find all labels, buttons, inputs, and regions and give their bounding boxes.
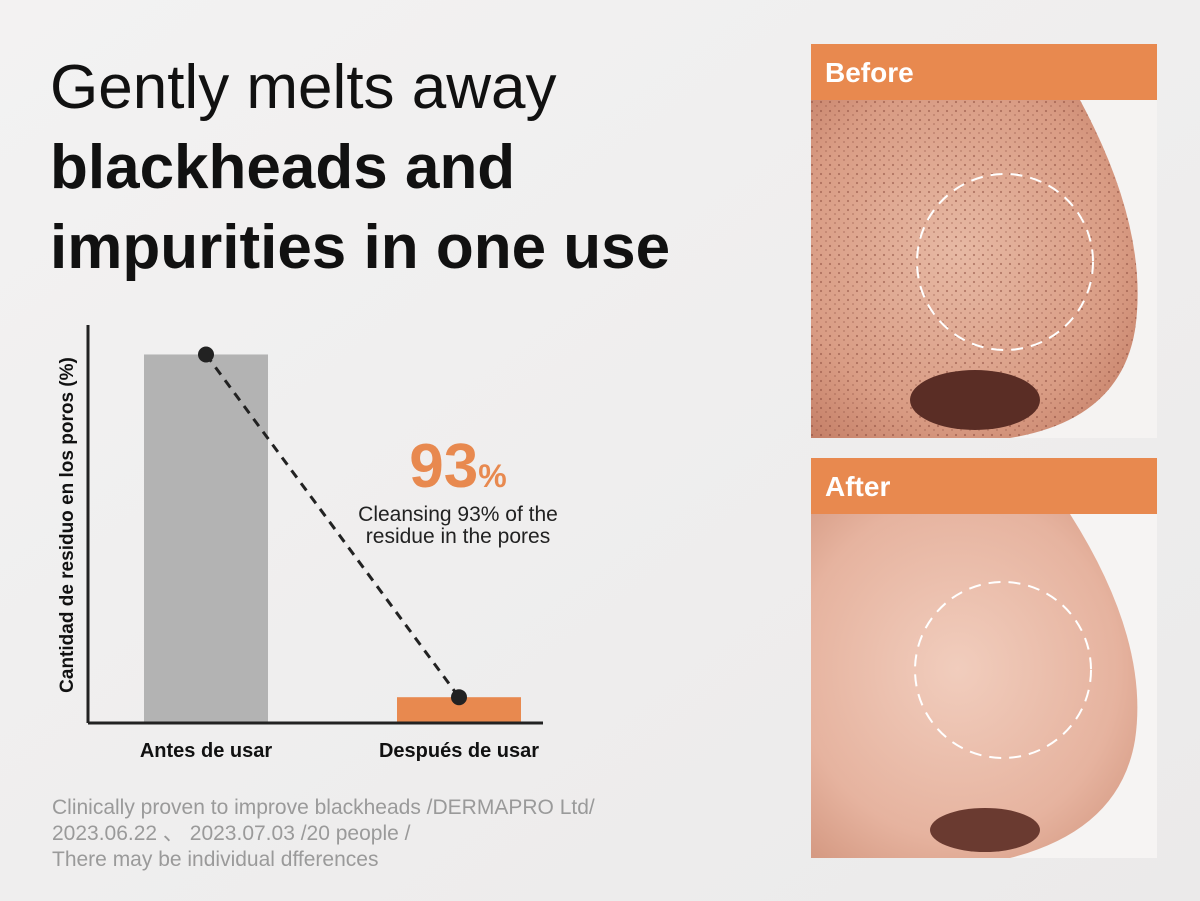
photo-label-bar <box>811 44 1157 100</box>
annotation-unit: % <box>478 458 506 494</box>
headline-line: impurities in one use <box>50 213 670 282</box>
connector-line <box>204 353 461 699</box>
nostril <box>930 808 1040 852</box>
annotation-text: Cleansing 93% of the <box>358 503 558 526</box>
annotation-number: 93% <box>409 432 506 501</box>
footnote: 2023.06.22 、 2023.07.03 /20 people / <box>52 822 411 845</box>
connector-dot <box>451 689 467 706</box>
y-axis-label: Cantidad de residuo en los poros (%) <box>57 357 78 693</box>
chart: Antes de usar Después de usar <box>86 325 543 762</box>
footnote: Clinically proven to improve blackheads … <box>52 796 595 819</box>
before-photo: Before <box>811 44 1157 438</box>
pores <box>811 100 1138 438</box>
nose <box>811 514 1138 858</box>
photo-label: Before <box>825 57 914 88</box>
photo-label-bar <box>811 458 1157 514</box>
x-tick-label: Después de usar <box>379 740 539 762</box>
after-photo: After <box>811 458 1157 858</box>
annotation-text: residue in the pores <box>366 525 550 548</box>
connector-dot <box>198 346 214 363</box>
nostril <box>910 370 1040 430</box>
headline-line: blackheads and <box>50 133 515 202</box>
x-tick-label: Antes de usar <box>140 740 272 762</box>
focus-circle <box>916 173 1094 351</box>
bar <box>144 354 268 723</box>
footnote: There may be individual dfferences <box>52 848 378 871</box>
photo-label: After <box>825 471 890 502</box>
focus-circle <box>914 581 1092 759</box>
headline-line: Gently melts away <box>50 53 557 122</box>
annotation-value: 93 <box>409 432 478 501</box>
